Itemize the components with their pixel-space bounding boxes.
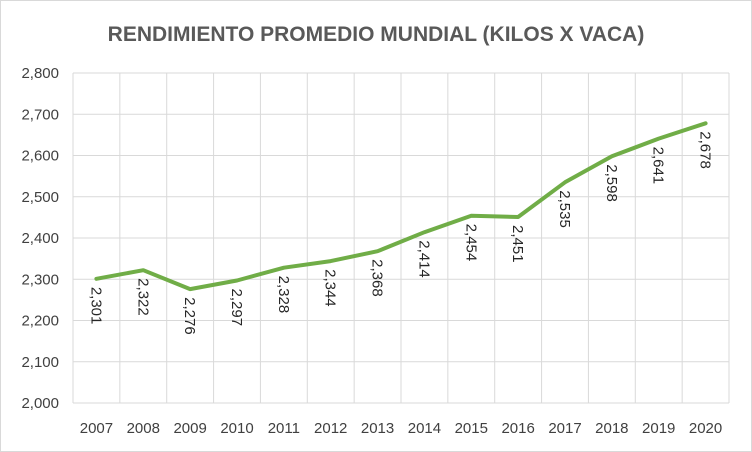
y-tick-label: 2,100 bbox=[21, 354, 59, 371]
x-axis-ticks: 2007 2008 2009 2010 2011 2012 2013 2014 2015 2016… bbox=[80, 420, 723, 437]
data-point bbox=[469, 214, 473, 218]
data-label: 2,535 bbox=[556, 190, 573, 228]
data-point bbox=[235, 278, 239, 282]
data-point bbox=[188, 287, 192, 291]
data-label: 2,301 bbox=[87, 287, 104, 325]
data-point bbox=[376, 249, 380, 253]
x-tick-label: 2015 bbox=[455, 420, 488, 437]
y-tick-label: 2,400 bbox=[21, 230, 59, 247]
data-label: 2,297 bbox=[228, 289, 245, 327]
x-tick-label: 2008 bbox=[127, 420, 160, 437]
gridlines bbox=[72, 72, 730, 404]
data-label: 2,451 bbox=[509, 225, 526, 263]
y-tick-label: 2,000 bbox=[21, 395, 59, 412]
data-point bbox=[329, 259, 333, 263]
y-axis-ticks: 2,000 2,100 2,200 2,300 2,400 2,500 2,600 2,700… bbox=[21, 65, 59, 412]
data-label: 2,322 bbox=[134, 278, 151, 316]
x-tick-label: 2020 bbox=[689, 420, 722, 437]
data-point bbox=[563, 180, 567, 184]
x-tick-label: 2011 bbox=[268, 420, 300, 437]
x-tick-label: 2009 bbox=[173, 420, 206, 437]
series-line bbox=[94, 121, 708, 292]
data-label: 2,598 bbox=[603, 164, 620, 202]
data-label: 2,678 bbox=[697, 131, 714, 169]
data-label: 2,454 bbox=[462, 224, 479, 262]
x-tick-label: 2014 bbox=[408, 420, 441, 437]
data-labels: 2,301 2,322 2,276 2,297 2,328 2,344 2,368 2,414… bbox=[87, 131, 713, 334]
data-point bbox=[610, 154, 614, 158]
x-tick-label: 2007 bbox=[80, 420, 113, 437]
x-tick-label: 2013 bbox=[361, 420, 394, 437]
x-tick-label: 2017 bbox=[548, 420, 581, 437]
data-point bbox=[94, 277, 98, 281]
x-tick-label: 2018 bbox=[595, 420, 628, 437]
data-label: 2,328 bbox=[275, 276, 292, 314]
data-point bbox=[422, 230, 426, 234]
data-point bbox=[657, 137, 661, 141]
y-tick-label: 2,500 bbox=[21, 189, 59, 206]
y-tick-label: 2,600 bbox=[21, 148, 59, 165]
data-label: 2,276 bbox=[181, 297, 198, 335]
data-point bbox=[282, 266, 286, 270]
series-lines bbox=[94, 121, 708, 292]
x-tick-label: 2010 bbox=[220, 420, 253, 437]
y-tick-label: 2,200 bbox=[21, 313, 59, 330]
y-tick-label: 2,800 bbox=[21, 65, 59, 82]
data-label: 2,414 bbox=[415, 240, 432, 278]
x-tick-label: 2019 bbox=[642, 420, 675, 437]
data-label: 2,368 bbox=[369, 259, 386, 297]
y-tick-label: 2,300 bbox=[21, 271, 59, 288]
chart-title: RENDIMIENTO PROMEDIO MUNDIAL (KILOS X VA… bbox=[108, 23, 645, 46]
x-tick-label: 2012 bbox=[314, 420, 347, 437]
x-tick-label: 2016 bbox=[501, 420, 534, 437]
data-label: 2,344 bbox=[322, 269, 339, 307]
data-point bbox=[141, 268, 145, 272]
data-point bbox=[516, 215, 520, 219]
y-tick-label: 2,700 bbox=[21, 106, 59, 123]
data-point bbox=[704, 121, 708, 125]
data-label: 2,641 bbox=[650, 147, 667, 185]
